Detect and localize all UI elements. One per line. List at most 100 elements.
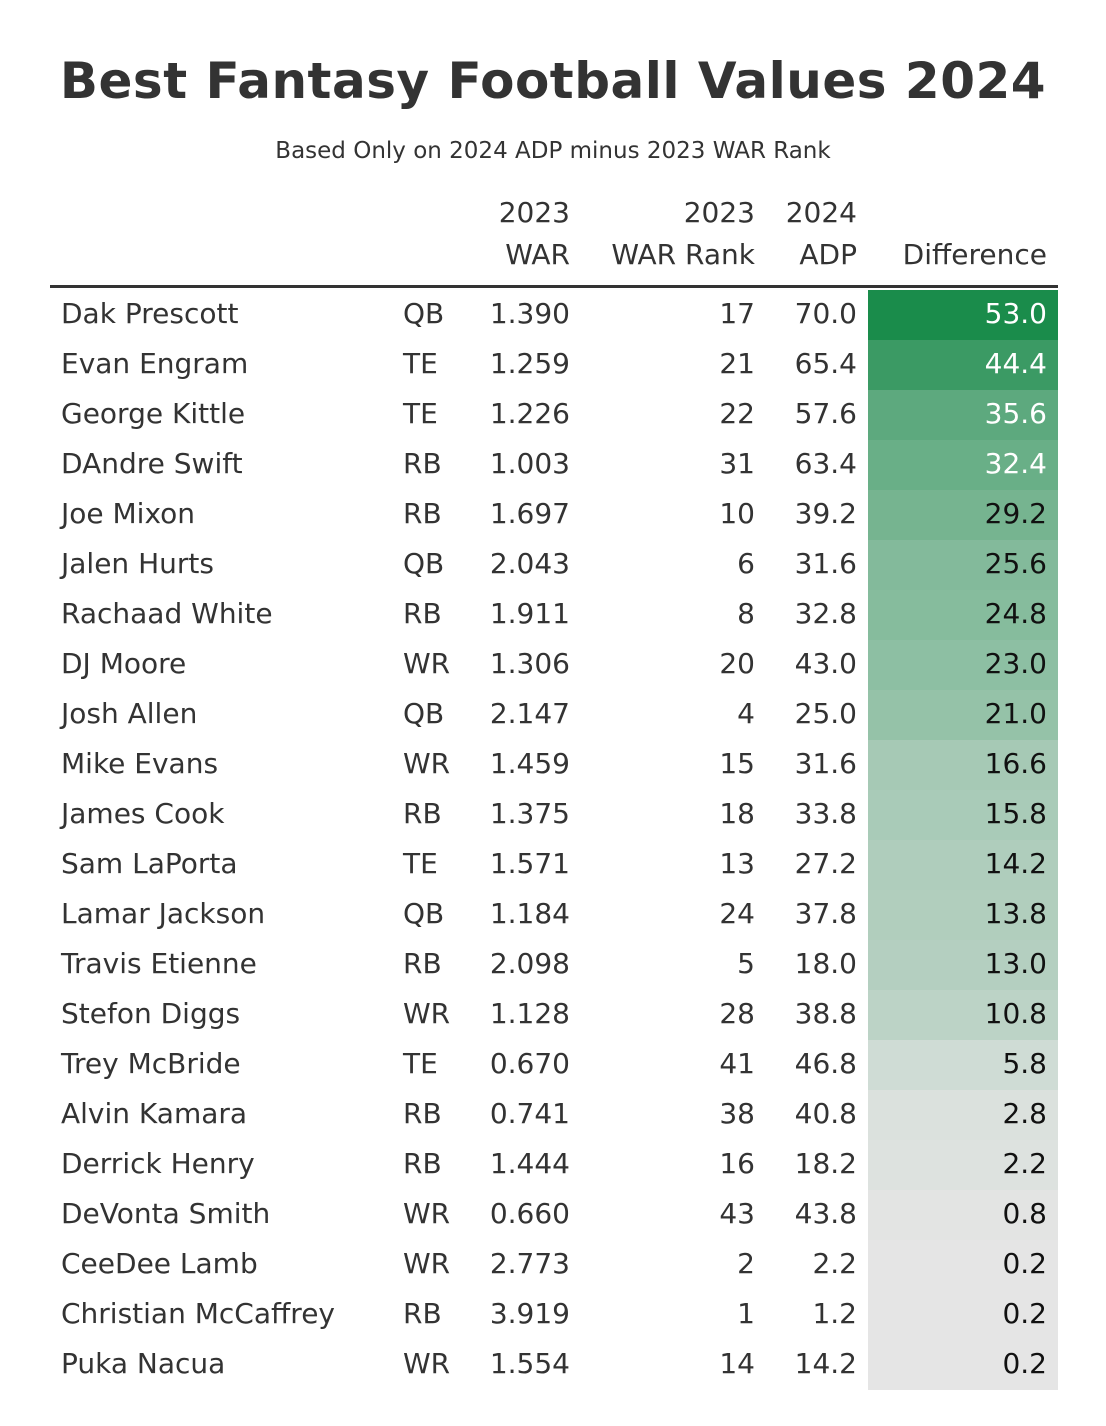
position: QB: [403, 697, 445, 730]
player-name: DAndre Swift: [61, 447, 243, 480]
war-value: 1.128: [489, 997, 570, 1030]
difference-value: 35.6: [984, 397, 1047, 430]
position: WR: [403, 647, 451, 680]
difference-value: 16.6: [984, 747, 1047, 780]
table-row: Evan Engram TE 1.259 21 65.4 44.4: [0, 340, 1106, 390]
war-value: 0.670: [489, 1047, 570, 1080]
war-rank: 24: [719, 897, 755, 930]
adp-value: 39.2: [794, 497, 857, 530]
difference-cell: [868, 390, 1058, 440]
position: WR: [403, 1247, 451, 1280]
war-value: 1.459: [489, 747, 570, 780]
header-rule: [50, 285, 1058, 288]
adp-value: 1.2: [812, 1297, 857, 1330]
header-rank-line1: 2023: [683, 196, 755, 229]
war-rank: 18: [719, 797, 755, 830]
war-rank: 4: [737, 697, 755, 730]
difference-cell: [868, 990, 1058, 1040]
adp-value: 14.2: [794, 1347, 857, 1380]
table-row: DeVonta Smith WR 0.660 43 43.8 0.8: [0, 1190, 1106, 1240]
difference-cell: [868, 440, 1058, 490]
player-name: Josh Allen: [61, 697, 198, 730]
war-rank: 1: [737, 1297, 755, 1330]
war-rank: 2: [737, 1247, 755, 1280]
war-value: 0.741: [489, 1097, 570, 1130]
difference-cell: [868, 640, 1058, 690]
war-rank: 43: [719, 1197, 755, 1230]
war-value: 1.375: [489, 797, 570, 830]
adp-value: 40.8: [794, 1097, 857, 1130]
adp-value: 46.8: [794, 1047, 857, 1080]
position: WR: [403, 1197, 451, 1230]
header-war-line2: WAR: [505, 238, 570, 271]
table-row: Jalen Hurts QB 2.043 6 31.6 25.6: [0, 540, 1106, 590]
difference-value: 5.8: [1002, 1047, 1047, 1080]
difference-cell: [868, 490, 1058, 540]
position: TE: [403, 1047, 438, 1080]
table-row: DJ Moore WR 1.306 20 43.0 23.0: [0, 640, 1106, 690]
player-name: DeVonta Smith: [61, 1197, 271, 1230]
table-row: Alvin Kamara RB 0.741 38 40.8 2.8: [0, 1090, 1106, 1140]
war-value: 1.226: [489, 397, 570, 430]
table-row: Rachaad White RB 1.911 8 32.8 24.8: [0, 590, 1106, 640]
table-row: DAndre Swift RB 1.003 31 63.4 32.4: [0, 440, 1106, 490]
adp-value: 43.8: [794, 1197, 857, 1230]
war-rank: 15: [719, 747, 755, 780]
war-value: 1.444: [489, 1147, 570, 1180]
position: WR: [403, 997, 451, 1030]
player-name: Mike Evans: [61, 747, 219, 780]
position: RB: [403, 1097, 442, 1130]
war-value: 2.773: [489, 1247, 570, 1280]
player-name: Alvin Kamara: [61, 1097, 248, 1130]
adp-value: 31.6: [794, 547, 857, 580]
war-rank: 28: [719, 997, 755, 1030]
position: RB: [403, 447, 442, 480]
difference-value: 13.8: [984, 897, 1047, 930]
table-row: Sam LaPorta TE 1.571 13 27.2 14.2: [0, 840, 1106, 890]
header-war-line1: 2023: [498, 196, 570, 229]
difference-value: 0.2: [1002, 1347, 1047, 1380]
difference-value: 21.0: [984, 697, 1047, 730]
war-rank: 41: [719, 1047, 755, 1080]
position: WR: [403, 1347, 451, 1380]
position: RB: [403, 597, 442, 630]
war-rank: 5: [737, 947, 755, 980]
chart-subtitle: Based Only on 2024 ADP minus 2023 WAR Ra…: [275, 138, 831, 164]
adp-value: 57.6: [794, 397, 857, 430]
position: RB: [403, 797, 442, 830]
war-rank: 17: [719, 297, 755, 330]
war-value: 1.306: [489, 647, 570, 680]
header-difference: Difference: [902, 238, 1047, 271]
table-row: Joe Mixon RB 1.697 10 39.2 29.2: [0, 490, 1106, 540]
difference-value: 44.4: [984, 347, 1047, 380]
position: RB: [403, 1297, 442, 1330]
war-rank: 8: [737, 597, 755, 630]
war-rank: 14: [719, 1347, 755, 1380]
player-name: Evan Engram: [61, 347, 249, 380]
war-rank: 22: [719, 397, 755, 430]
table-row: Travis Etienne RB 2.098 5 18.0 13.0: [0, 940, 1106, 990]
difference-value: 23.0: [984, 647, 1047, 680]
war-value: 1.390: [489, 297, 570, 330]
player-name: James Cook: [61, 797, 225, 830]
difference-cell: [868, 1040, 1058, 1090]
war-value: 3.919: [489, 1297, 570, 1330]
table-row: Stefon Diggs WR 1.128 28 38.8 10.8: [0, 990, 1106, 1040]
adp-value: 25.0: [794, 697, 857, 730]
header-adp: 2024 ADP: [786, 192, 857, 276]
player-name: George Kittle: [61, 397, 246, 430]
player-name: Rachaad White: [61, 597, 273, 630]
player-name: Joe Mixon: [61, 497, 196, 530]
war-rank: 16: [719, 1147, 755, 1180]
war-rank: 38: [719, 1097, 755, 1130]
position: WR: [403, 747, 451, 780]
difference-value: 53.0: [984, 297, 1047, 330]
adp-value: 37.8: [794, 897, 857, 930]
position: QB: [403, 297, 445, 330]
war-value: 1.184: [489, 897, 570, 930]
table-row: George Kittle TE 1.226 22 57.6 35.6: [0, 390, 1106, 440]
adp-value: 31.6: [794, 747, 857, 780]
adp-value: 43.0: [794, 647, 857, 680]
war-value: 1.571: [489, 847, 570, 880]
adp-value: 33.8: [794, 797, 857, 830]
